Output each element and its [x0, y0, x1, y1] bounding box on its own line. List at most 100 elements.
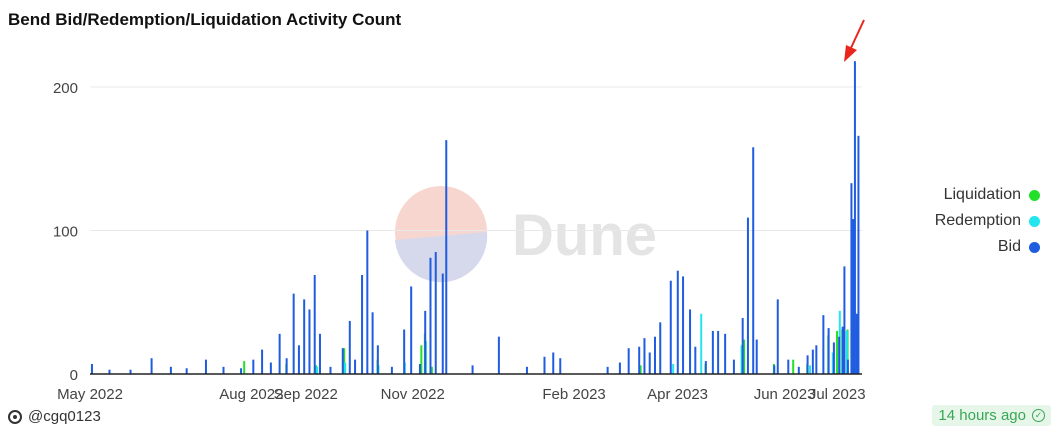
bid-bar[interactable]: [240, 368, 243, 374]
bid-bar[interactable]: [292, 293, 295, 374]
bid-bar[interactable]: [552, 352, 555, 374]
bid-bar[interactable]: [303, 299, 306, 374]
bid-bar[interactable]: [108, 369, 111, 374]
bid-bar[interactable]: [648, 352, 651, 374]
bid-bar[interactable]: [717, 330, 720, 374]
bid-bar[interactable]: [204, 359, 207, 374]
redemption-bar[interactable]: [740, 345, 743, 374]
bid-bar[interactable]: [441, 273, 444, 374]
redemption-bar[interactable]: [700, 313, 703, 374]
bid-bar[interactable]: [669, 280, 672, 374]
bid-bar[interactable]: [497, 336, 500, 374]
liquidation-bar[interactable]: [743, 339, 746, 374]
bid-bar[interactable]: [643, 338, 646, 374]
bid-bar[interactable]: [150, 358, 153, 374]
liquidation-bar[interactable]: [343, 348, 346, 374]
liquidation-bar[interactable]: [836, 330, 839, 374]
bid-bar[interactable]: [732, 359, 735, 374]
bid-bar[interactable]: [410, 286, 413, 374]
legend-item-liquidation[interactable]: Liquidation: [880, 182, 1040, 208]
bid-bar[interactable]: [366, 230, 369, 374]
bid-bar[interactable]: [811, 349, 814, 374]
bid-bar[interactable]: [852, 219, 855, 374]
bid-bar[interactable]: [724, 333, 727, 374]
bid-bar[interactable]: [403, 329, 406, 374]
bid-bar[interactable]: [815, 345, 818, 374]
bid-bar[interactable]: [653, 336, 656, 374]
bid-bar[interactable]: [269, 362, 272, 374]
bid-bar[interactable]: [676, 270, 679, 374]
bid-bar[interactable]: [694, 346, 697, 374]
bid-bar[interactable]: [618, 362, 621, 374]
legend-item-bid[interactable]: Bid: [880, 234, 1040, 260]
redemption-bar[interactable]: [344, 362, 347, 374]
bid-bar[interactable]: [278, 333, 281, 374]
bid-bar[interactable]: [261, 349, 264, 374]
bid-bar[interactable]: [354, 359, 357, 374]
bid-bar[interactable]: [390, 366, 393, 374]
bid-bar[interactable]: [222, 366, 225, 374]
bid-bar[interactable]: [841, 326, 844, 374]
legend-item-redemption[interactable]: Redemption: [880, 208, 1040, 234]
bid-bar[interactable]: [418, 363, 421, 374]
bid-bar[interactable]: [429, 257, 432, 374]
bid-bar[interactable]: [752, 147, 755, 374]
bid-bar[interactable]: [855, 313, 858, 374]
bid-bar[interactable]: [445, 140, 448, 374]
bid-bar[interactable]: [741, 318, 744, 374]
bid-bar[interactable]: [361, 275, 364, 374]
bid-bar[interactable]: [185, 368, 188, 374]
bid-bar[interactable]: [285, 358, 288, 374]
bid-bar[interactable]: [806, 355, 809, 374]
bid-bar[interactable]: [787, 359, 790, 374]
bid-bar[interactable]: [689, 309, 692, 374]
bid-bar[interactable]: [638, 346, 641, 374]
bid-bar[interactable]: [746, 217, 749, 374]
bid-bar[interactable]: [129, 369, 132, 374]
bid-bar[interactable]: [606, 366, 609, 374]
bid-bar[interactable]: [711, 330, 714, 374]
bid-bar[interactable]: [857, 135, 860, 374]
bid-bar[interactable]: [169, 366, 172, 374]
bid-bar[interactable]: [329, 366, 332, 374]
bid-bar[interactable]: [827, 328, 830, 374]
bid-bar[interactable]: [627, 348, 630, 374]
bid-bar[interactable]: [252, 359, 255, 374]
bid-bar[interactable]: [371, 312, 374, 374]
bid-bar[interactable]: [376, 345, 379, 374]
bid-bar[interactable]: [559, 358, 562, 374]
liquidation-bar[interactable]: [792, 359, 795, 374]
bid-bar[interactable]: [755, 339, 758, 374]
liquidation-bar[interactable]: [243, 361, 246, 374]
bid-bar[interactable]: [822, 315, 825, 374]
bid-bar[interactable]: [682, 276, 685, 374]
bid-bar[interactable]: [853, 61, 856, 374]
bid-bar[interactable]: [776, 299, 779, 374]
redemption-bar[interactable]: [672, 363, 675, 374]
bid-bar[interactable]: [838, 336, 841, 374]
bid-bar[interactable]: [832, 342, 835, 374]
liquidation-bar[interactable]: [430, 366, 433, 374]
redemption-bar[interactable]: [831, 352, 834, 374]
bid-bar[interactable]: [704, 361, 707, 374]
bid-bar[interactable]: [773, 365, 776, 374]
bid-bar[interactable]: [850, 183, 853, 374]
redemption-bar[interactable]: [316, 366, 319, 374]
bid-bar[interactable]: [341, 348, 344, 374]
bid-bar[interactable]: [543, 356, 546, 374]
bid-bar[interactable]: [846, 359, 849, 374]
liquidation-bar[interactable]: [639, 365, 642, 374]
bid-bar[interactable]: [308, 309, 311, 374]
bid-bar[interactable]: [348, 320, 351, 374]
bid-bar[interactable]: [424, 310, 427, 374]
liquidation-bar[interactable]: [420, 345, 423, 374]
redemption-bar[interactable]: [808, 365, 811, 374]
bid-bar[interactable]: [313, 275, 316, 374]
bid-bar[interactable]: [843, 266, 846, 374]
bid-bar[interactable]: [659, 322, 662, 374]
bid-bar[interactable]: [797, 366, 800, 374]
bid-bar[interactable]: [297, 345, 300, 374]
bid-bar[interactable]: [471, 365, 474, 374]
bid-bar[interactable]: [525, 366, 528, 374]
bid-bar[interactable]: [434, 252, 437, 374]
